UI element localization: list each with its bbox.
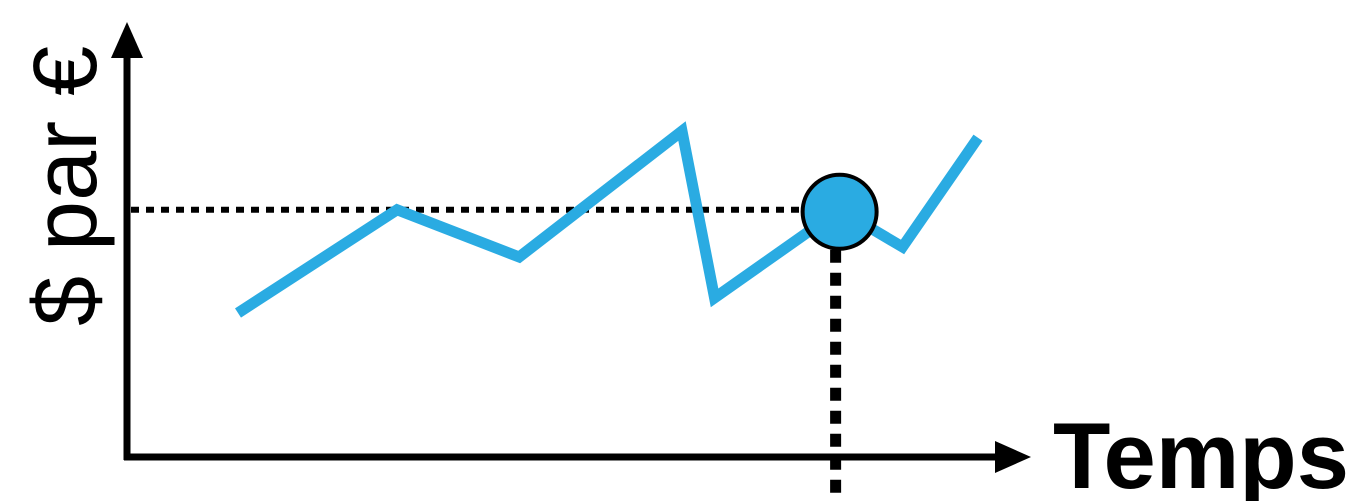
- axes: [111, 22, 1031, 473]
- y-axis-arrowhead: [111, 22, 143, 58]
- series-line: [235, 121, 983, 318]
- x-axis-title: Temps: [1053, 403, 1349, 501]
- series-layer: [235, 121, 983, 318]
- marker-layer: [800, 172, 879, 251]
- x-axis-arrowhead: [995, 441, 1031, 473]
- highlight-point-marker: [800, 172, 879, 251]
- y-axis-title: $ par €: [16, 46, 116, 326]
